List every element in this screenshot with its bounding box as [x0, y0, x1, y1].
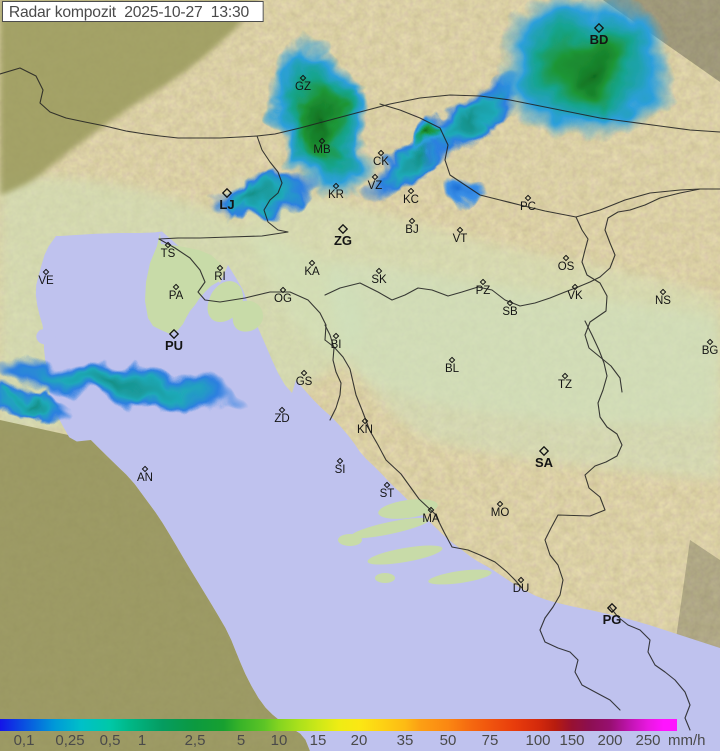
svg-text:OS: OS [558, 261, 575, 273]
svg-text:BG: BG [702, 345, 719, 357]
svg-text:ST: ST [380, 488, 395, 500]
svg-text:PA: PA [169, 290, 184, 302]
svg-text:NS: NS [655, 295, 671, 307]
svg-text:PZ: PZ [476, 285, 491, 297]
svg-text:BD: BD [590, 32, 609, 47]
svg-text:KR: KR [328, 189, 344, 201]
svg-text:BL: BL [445, 363, 460, 375]
svg-text:MA: MA [422, 513, 440, 525]
svg-text:SB: SB [502, 306, 518, 318]
svg-text:TS: TS [161, 248, 176, 260]
svg-text:PG: PG [603, 612, 622, 627]
svg-text:GS: GS [296, 376, 313, 388]
svg-text:KA: KA [304, 266, 320, 278]
svg-text:VE: VE [38, 275, 54, 287]
svg-text:DU: DU [513, 583, 530, 595]
svg-text:VK: VK [567, 290, 583, 302]
svg-text:TZ: TZ [558, 379, 572, 391]
svg-text:KN: KN [357, 424, 373, 436]
svg-text:VZ: VZ [368, 180, 383, 192]
svg-text:CK: CK [373, 156, 389, 168]
svg-text:BJ: BJ [405, 224, 418, 236]
svg-text:PC: PC [520, 201, 536, 213]
svg-text:RI: RI [214, 271, 226, 283]
svg-text:SK: SK [371, 274, 387, 286]
svg-text:LJ: LJ [219, 197, 234, 212]
svg-text:ZG: ZG [334, 233, 352, 248]
svg-text:GZ: GZ [295, 81, 311, 93]
svg-text:KC: KC [403, 194, 419, 206]
svg-text:MB: MB [313, 144, 331, 156]
svg-text:VT: VT [453, 233, 468, 245]
svg-text:SA: SA [535, 455, 554, 470]
svg-text:BI: BI [331, 339, 342, 351]
svg-text:ZD: ZD [274, 413, 289, 425]
svg-text:PU: PU [165, 338, 183, 353]
svg-text:OG: OG [274, 293, 292, 305]
svg-text:MO: MO [491, 507, 510, 519]
svg-text:AN: AN [137, 472, 153, 484]
svg-text:SI: SI [335, 464, 346, 476]
